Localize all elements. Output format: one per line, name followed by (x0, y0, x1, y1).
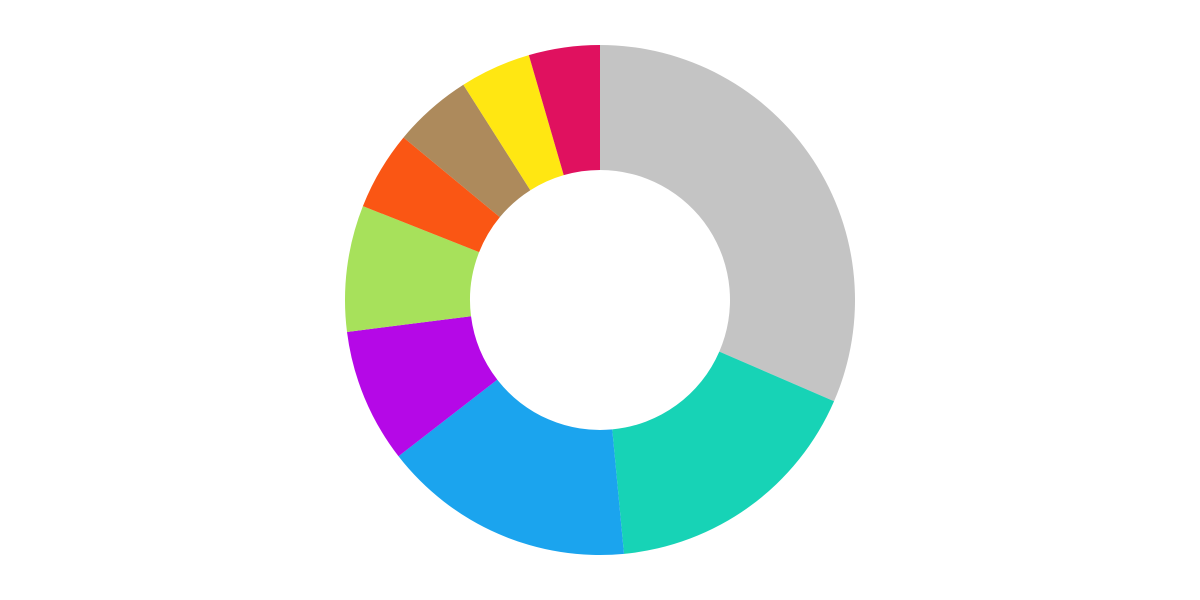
donut-chart (0, 0, 1200, 600)
donut-slice (600, 45, 855, 401)
donut-chart-container (0, 0, 1200, 600)
